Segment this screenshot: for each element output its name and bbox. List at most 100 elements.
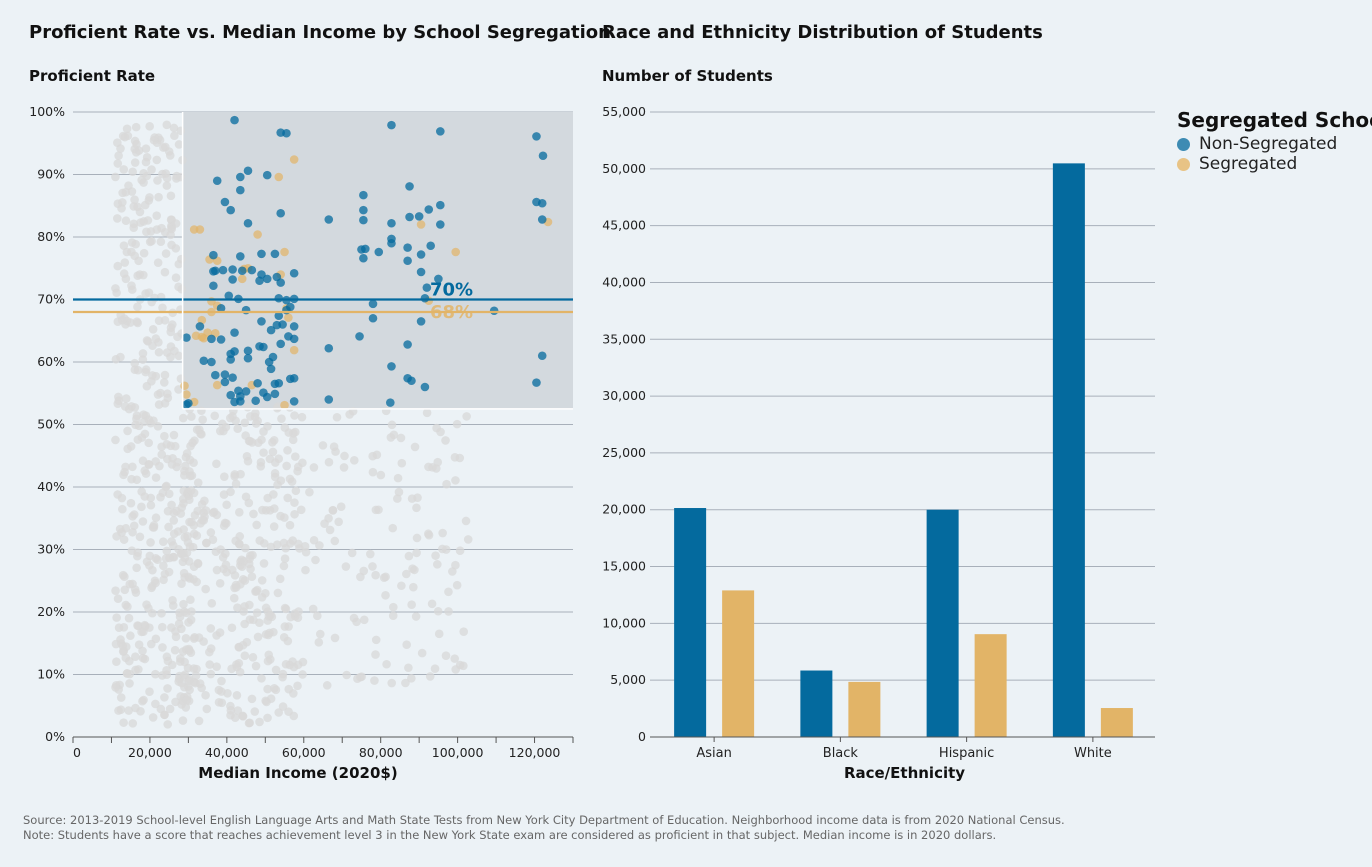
segregated-point[interactable] (284, 313, 293, 322)
non-segregated-point[interactable] (276, 278, 285, 287)
non-segregated-point[interactable] (209, 250, 218, 260)
non-segregated-point[interactable] (289, 268, 299, 278)
non-segregated-point[interactable] (262, 392, 272, 402)
non-segregated-point[interactable] (266, 325, 276, 335)
non-segregated-point[interactable] (289, 397, 299, 406)
non-segregated-point[interactable] (420, 382, 430, 392)
non-segregated-point[interactable] (405, 212, 414, 222)
non-segregated-point[interactable] (387, 238, 396, 248)
non-segregated-point[interactable] (405, 182, 414, 191)
segregated-point[interactable] (237, 274, 247, 284)
non-segregated-bar-hispanic[interactable] (926, 509, 959, 737)
segregated-bar-white[interactable] (1100, 708, 1133, 737)
non-segregated-point[interactable] (434, 274, 443, 284)
segregated-bar-asian[interactable] (722, 590, 755, 737)
non-segregated-point[interactable] (199, 356, 209, 366)
non-segregated-point[interactable] (207, 334, 216, 344)
non-segregated-point[interactable] (537, 198, 547, 208)
non-segregated-point[interactable] (266, 364, 276, 374)
non-segregated-point[interactable] (420, 293, 430, 303)
non-segregated-point[interactable] (532, 132, 541, 141)
non-segregated-point[interactable] (236, 252, 245, 261)
non-segregated-point[interactable] (387, 362, 396, 371)
non-segregated-point[interactable] (220, 370, 230, 379)
non-segregated-point[interactable] (236, 397, 245, 406)
non-segregated-point[interactable] (416, 267, 426, 277)
segregated-bar-hispanic[interactable] (974, 634, 1007, 737)
non-segregated-point[interactable] (289, 373, 299, 383)
non-segregated-bar-asian[interactable] (674, 508, 707, 737)
non-segregated-point[interactable] (282, 128, 291, 138)
non-segregated-point[interactable] (236, 185, 245, 195)
non-segregated-point[interactable] (424, 205, 434, 214)
segregated-point[interactable] (280, 247, 289, 257)
non-segregated-point[interactable] (241, 387, 251, 396)
non-segregated-point[interactable] (359, 253, 368, 263)
non-segregated-point[interactable] (436, 220, 445, 229)
non-segregated-point[interactable] (374, 247, 384, 257)
legend-item-segregated[interactable]: Segregated (1177, 154, 1372, 174)
segregated-point[interactable] (289, 155, 299, 164)
non-segregated-point[interactable] (228, 373, 237, 382)
segregated-point[interactable] (182, 390, 191, 399)
non-segregated-point[interactable] (228, 265, 237, 274)
non-segregated-point[interactable] (274, 293, 284, 303)
non-segregated-point[interactable] (537, 351, 547, 361)
non-segregated-point[interactable] (182, 333, 191, 342)
non-segregated-point[interactable] (324, 395, 334, 404)
non-segregated-point[interactable] (262, 274, 272, 284)
non-segregated-point[interactable] (236, 172, 245, 182)
non-segregated-point[interactable] (195, 322, 205, 331)
non-segregated-point[interactable] (264, 357, 274, 367)
non-segregated-point[interactable] (257, 317, 266, 326)
non-segregated-point[interactable] (184, 398, 193, 408)
non-segregated-point[interactable] (226, 390, 235, 400)
non-segregated-point[interactable] (218, 265, 228, 275)
non-segregated-point[interactable] (436, 200, 445, 210)
segregated-point[interactable] (289, 345, 299, 355)
non-segregated-point[interactable] (324, 343, 334, 353)
non-segregated-point[interactable] (361, 244, 370, 254)
non-segregated-point[interactable] (243, 218, 253, 228)
non-segregated-point[interactable] (282, 305, 291, 315)
non-segregated-point[interactable] (324, 215, 334, 224)
non-segregated-point[interactable] (270, 389, 280, 399)
non-segregated-point[interactable] (226, 355, 235, 364)
non-segregated-point[interactable] (259, 342, 268, 352)
non-segregated-point[interactable] (426, 241, 435, 251)
segregated-point[interactable] (280, 400, 289, 410)
non-segregated-bar-white[interactable] (1052, 163, 1085, 737)
non-segregated-point[interactable] (243, 353, 253, 363)
non-segregated-point[interactable] (368, 313, 378, 323)
non-segregated-point[interactable] (289, 334, 299, 344)
non-segregated-point[interactable] (226, 205, 235, 215)
segregated-bar-black[interactable] (848, 681, 881, 737)
legend-item-non-segregated[interactable]: Non-Segregated (1177, 134, 1372, 154)
non-segregated-point[interactable] (212, 176, 222, 186)
non-segregated-point[interactable] (403, 256, 412, 266)
non-segregated-point[interactable] (532, 378, 541, 387)
non-segregated-bar-black[interactable] (800, 670, 833, 737)
non-segregated-point[interactable] (436, 127, 445, 136)
non-segregated-point[interactable] (224, 291, 234, 301)
segregated-point[interactable] (212, 380, 222, 390)
non-segregated-point[interactable] (211, 266, 220, 276)
non-segregated-point[interactable] (489, 306, 499, 316)
non-segregated-point[interactable] (272, 320, 282, 330)
segregated-point[interactable] (416, 220, 426, 229)
non-segregated-point[interactable] (537, 215, 547, 224)
non-segregated-point[interactable] (251, 396, 260, 406)
non-segregated-point[interactable] (422, 283, 432, 292)
non-segregated-point[interactable] (274, 311, 284, 321)
non-segregated-point[interactable] (211, 370, 220, 380)
non-segregated-point[interactable] (243, 166, 253, 176)
non-segregated-point[interactable] (209, 281, 218, 291)
non-segregated-point[interactable] (276, 339, 285, 349)
non-segregated-point[interactable] (247, 265, 257, 275)
non-segregated-point[interactable] (241, 305, 251, 315)
non-segregated-point[interactable] (253, 378, 262, 388)
non-segregated-point[interactable] (230, 328, 239, 337)
non-segregated-point[interactable] (386, 398, 395, 407)
non-segregated-point[interactable] (359, 205, 368, 215)
non-segregated-point[interactable] (387, 218, 396, 228)
